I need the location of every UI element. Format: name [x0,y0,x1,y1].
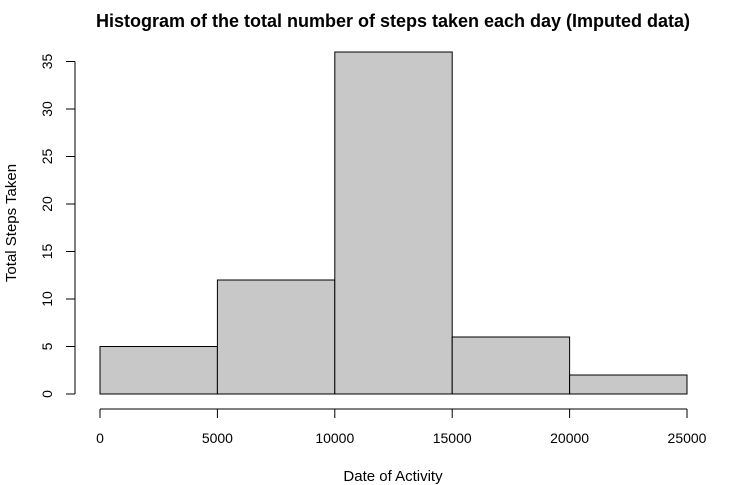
y-tick-label: 5 [39,342,55,350]
x-tick-label: 10000 [315,430,354,446]
y-tick-label: 30 [39,101,55,117]
x-tick-label: 25000 [668,430,707,446]
bars-group [99,51,688,395]
x-tick-label: 5000 [202,430,233,446]
y-tick-label: 0 [39,390,55,398]
histogram-bar-2 [216,279,336,395]
x-tick-label: 20000 [550,430,589,446]
histogram-bar-5 [569,374,688,395]
histogram-bar-4 [451,336,571,395]
chart-title: Histogram of the total number of steps t… [96,11,690,31]
y-tick-label: 35 [39,54,55,70]
x-tick-label: 0 [96,430,104,446]
y-axis: 0 5 10 15 20 25 30 35 [39,54,76,398]
x-tick-label: 15000 [433,430,472,446]
histogram-bar-1 [99,346,218,395]
y-tick-label: 10 [39,291,55,307]
y-tick-label: 25 [39,149,55,165]
y-tick-label: 20 [39,196,55,212]
histogram-bar-3 [334,51,453,395]
x-axis-label: Date of Activity [343,468,443,485]
y-tick-label: 15 [39,244,55,260]
x-axis: 0 5000 10000 15000 20000 25000 [96,408,707,446]
y-axis-label: Total Steps Taken [3,164,20,282]
